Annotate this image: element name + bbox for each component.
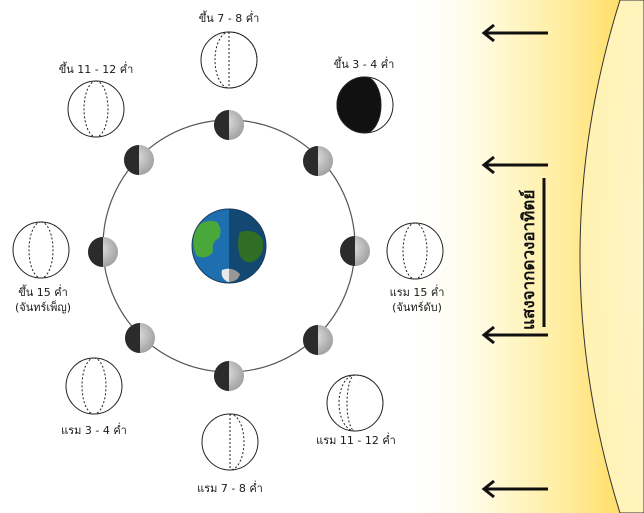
label-waxing-crescent: ขึ้น 3 - 4 ค่ำ bbox=[334, 56, 395, 71]
phase-moon-waxing-gibbous bbox=[67, 80, 125, 138]
label-waning-crescent: แรม 11 - 12 ค่ำ bbox=[316, 432, 396, 447]
phase-moon-new bbox=[386, 222, 444, 280]
label-first-quarter: ขึ้น 7 - 8 ค่ำ bbox=[199, 10, 260, 25]
label-new-moon-line1: แรม 15 ค่ำ bbox=[390, 284, 445, 299]
phase-moon-waxing-crescent bbox=[336, 76, 394, 134]
arrow-left-icon bbox=[481, 23, 548, 499]
phase-moons bbox=[12, 31, 444, 471]
sun-limb bbox=[579, 0, 644, 513]
phase-moon-waning-crescent bbox=[326, 374, 384, 432]
earth-icon bbox=[191, 208, 267, 284]
label-full-moon-line1: ขึ้น 15 ค่ำ bbox=[18, 284, 68, 299]
orbit-moons bbox=[88, 110, 370, 391]
phase-moon-first-quarter bbox=[200, 31, 258, 89]
phase-moon-last-quarter bbox=[201, 413, 259, 471]
orbit-moon-bottom bbox=[214, 361, 244, 391]
orbit-moon-left bbox=[88, 237, 118, 267]
label-new-moon-line2: (จันทร์ดับ) bbox=[392, 301, 442, 314]
label-waning-gibbous: แรม 3 - 4 ค่ำ bbox=[61, 422, 127, 437]
label-full-moon-line2: (จันทร์เพ็ญ) bbox=[15, 300, 71, 314]
phase-moon-waning-gibbous bbox=[65, 357, 123, 415]
phase-moon-full bbox=[12, 221, 70, 279]
orbit-moon-bottom-right bbox=[303, 325, 333, 355]
orbit-moon-right bbox=[340, 236, 370, 266]
orbit-moon-top-left bbox=[124, 145, 154, 175]
sunlight-label: แสงจากดวงอาทิตย์ bbox=[518, 190, 539, 330]
orbit-moon-bottom-left bbox=[125, 323, 155, 353]
orbit-moon-top bbox=[214, 110, 244, 140]
orbit-moon-top-right bbox=[303, 146, 333, 176]
label-waxing-gibbous: ขึ้น 11 - 12 ค่ำ bbox=[59, 61, 134, 76]
label-last-quarter: แรม 7 - 8 ค่ำ bbox=[197, 480, 263, 495]
